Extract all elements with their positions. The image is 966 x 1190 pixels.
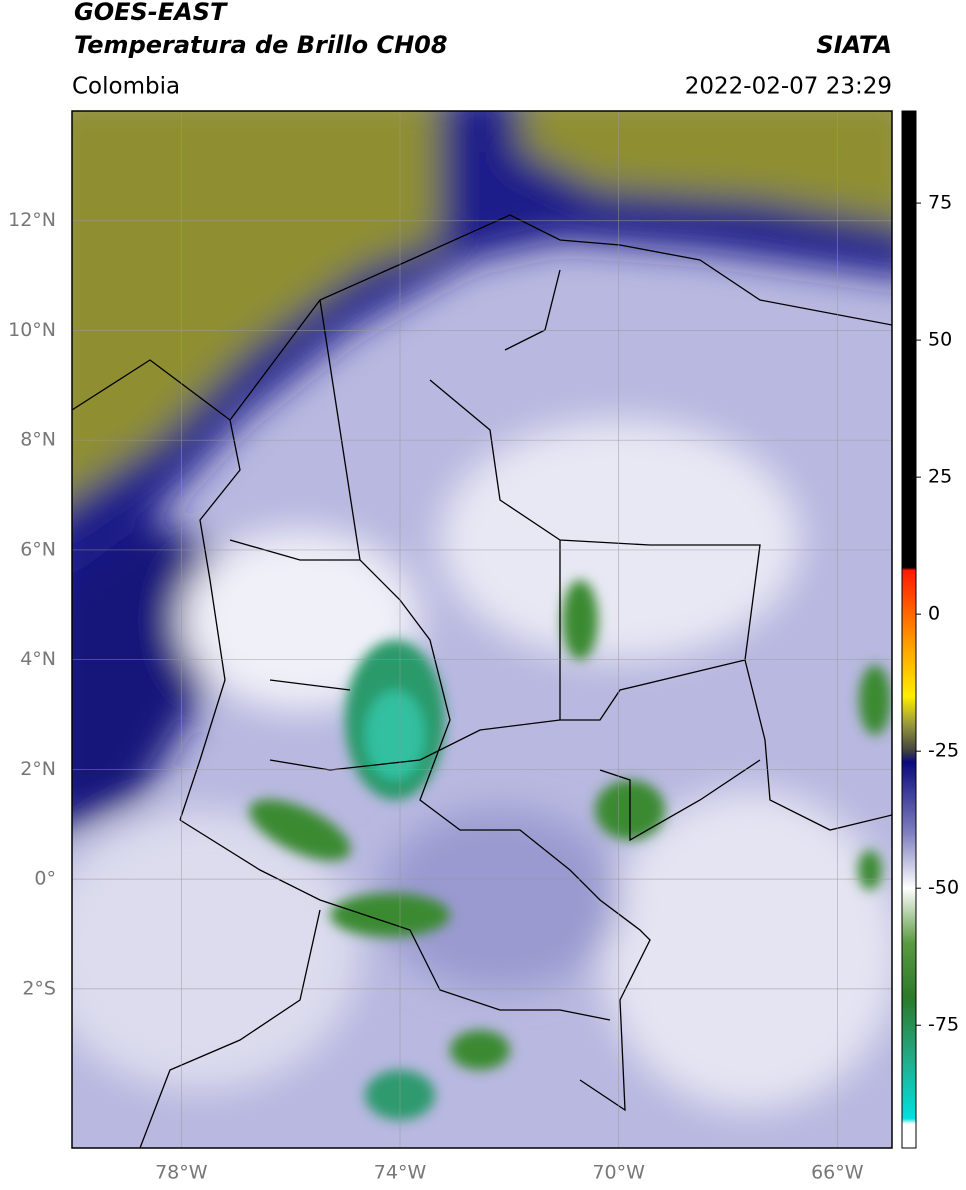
lat-tick-label: 0° xyxy=(34,868,56,890)
lon-tick-label: 66°W xyxy=(811,1162,864,1184)
datetime: 2022-02-07 23:29 xyxy=(685,74,892,100)
lon-tick-label: 74°W xyxy=(374,1162,427,1184)
lon-tick-label: 70°W xyxy=(592,1162,645,1184)
colorbar-tick-label: 50 xyxy=(928,329,952,351)
map-frame xyxy=(71,110,893,1149)
lat-tick-label: 8°N xyxy=(20,429,56,451)
colorbar-tick-label: 25 xyxy=(928,466,952,488)
colorbar-tick-label: -75 xyxy=(928,1014,959,1036)
colorbar xyxy=(901,110,917,1149)
lon-tick-label: 78°W xyxy=(155,1162,208,1184)
product-title: Temperatura de Brillo CH08 xyxy=(74,31,448,59)
lat-tick-label: 12°N xyxy=(8,209,56,231)
lat-tick-label: 10°N xyxy=(8,319,56,341)
colorbar-tick-label: -50 xyxy=(928,877,959,899)
lat-tick-label: 6°N xyxy=(20,538,56,560)
lat-tick-label: 4°N xyxy=(20,648,56,670)
grid xyxy=(72,111,892,1148)
colorbar-tick-label: -25 xyxy=(928,740,959,762)
lat-tick-label: 2°S xyxy=(22,977,56,999)
source: SIATA xyxy=(816,31,892,59)
region: Colombia xyxy=(72,74,180,100)
colorbar-tick-label: 0 xyxy=(928,603,940,625)
lat-tick-label: 2°N xyxy=(20,758,56,780)
colorbar-tick-label: 75 xyxy=(928,192,952,214)
satellite-title: GOES-EAST xyxy=(74,0,228,26)
satellite-image xyxy=(72,111,892,1148)
